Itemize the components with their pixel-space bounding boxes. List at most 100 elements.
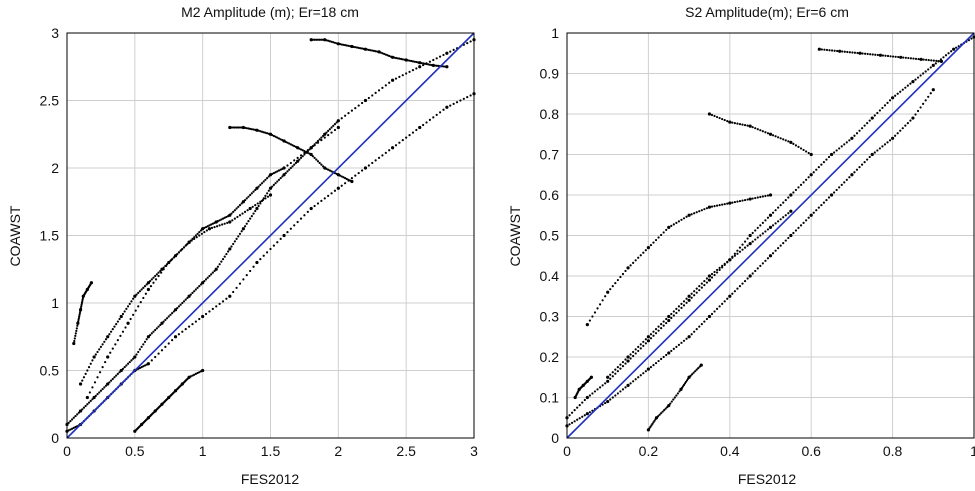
- data-point: [235, 207, 238, 210]
- data-point: [637, 349, 640, 353]
- data-point: [264, 197, 267, 200]
- data-point: [128, 302, 131, 305]
- data-point: [405, 136, 408, 139]
- data-point: [188, 325, 191, 328]
- data-point: [313, 38, 316, 41]
- data-point: [687, 298, 691, 302]
- data-point: [67, 421, 70, 424]
- data-point: [391, 146, 395, 150]
- x-tick-label: 0: [63, 443, 71, 459]
- y-tick-label: 2.5: [40, 93, 60, 109]
- data-point: [876, 111, 879, 115]
- data-point: [401, 139, 404, 142]
- data-point: [177, 333, 181, 336]
- data-point: [146, 287, 150, 292]
- data-point: [208, 274, 211, 278]
- data-point: [201, 314, 205, 319]
- data-point: [296, 159, 300, 163]
- data-point: [827, 196, 831, 199]
- data-point: [670, 400, 673, 403]
- data-point: [687, 213, 691, 217]
- data-point: [794, 188, 798, 192]
- data-point: [266, 192, 269, 195]
- data-point: [707, 314, 712, 319]
- data-point: [869, 53, 872, 56]
- x-axis-label: FES2012: [738, 471, 797, 487]
- data-point: [914, 57, 918, 60]
- data-point: [907, 56, 910, 60]
- data-point: [621, 272, 625, 276]
- data-point: [309, 146, 313, 150]
- data-point: [779, 244, 782, 247]
- data-point: [340, 43, 343, 46]
- data-point: [782, 201, 785, 204]
- data-point: [129, 317, 132, 321]
- data-point: [728, 258, 732, 262]
- data-point: [98, 391, 101, 394]
- data-point: [449, 50, 452, 53]
- data-point: [771, 211, 775, 214]
- data-point: [649, 244, 653, 247]
- data-point: [675, 311, 678, 315]
- data-point: [970, 37, 973, 40]
- data-point: [237, 126, 240, 129]
- data-point: [611, 375, 614, 378]
- data-point: [160, 349, 164, 352]
- data-point: [199, 283, 203, 286]
- data-point: [135, 353, 138, 356]
- data-point: [886, 54, 890, 58]
- data-point: [81, 300, 84, 303]
- data-point: [227, 250, 230, 253]
- data-point: [284, 171, 287, 175]
- data-point: [381, 86, 384, 89]
- data-point: [145, 283, 148, 286]
- data-point: [619, 363, 622, 366]
- data-point: [164, 345, 167, 348]
- data-point: [384, 53, 387, 56]
- data-point: [84, 372, 87, 375]
- data-point: [106, 382, 110, 386]
- data-point: [254, 188, 257, 192]
- data-point: [320, 139, 323, 142]
- data-point: [705, 207, 709, 210]
- data-point: [866, 158, 869, 161]
- data-point: [196, 232, 199, 235]
- data-point: [118, 371, 121, 374]
- data-point: [186, 296, 189, 300]
- data-point: [799, 147, 803, 150]
- data-point: [904, 56, 907, 59]
- data-point: [700, 322, 703, 326]
- data-point: [299, 148, 303, 151]
- data-point: [357, 104, 360, 107]
- data-point: [442, 65, 445, 68]
- data-point: [323, 197, 326, 200]
- data-point: [672, 310, 675, 313]
- data-point: [237, 235, 240, 238]
- data-point: [130, 359, 133, 362]
- data-point: [75, 329, 78, 332]
- data-point: [931, 88, 935, 92]
- data-point: [189, 293, 192, 296]
- data-point: [89, 399, 92, 402]
- data-point: [914, 78, 917, 81]
- y-tick-label: 0.5: [40, 363, 60, 379]
- data-point: [743, 198, 747, 202]
- data-point: [598, 386, 602, 389]
- data-point: [848, 51, 851, 54]
- data-point: [764, 194, 767, 198]
- data-point: [81, 298, 84, 301]
- data-point: [388, 54, 391, 58]
- data-point: [733, 252, 736, 255]
- data-point: [288, 142, 291, 145]
- data-point: [330, 131, 333, 134]
- data-point: [812, 211, 815, 214]
- data-point: [703, 208, 706, 211]
- data-point: [894, 55, 897, 58]
- data-point: [72, 341, 76, 346]
- data-point: [299, 156, 303, 159]
- data-point: [693, 294, 696, 297]
- data-point: [642, 372, 645, 375]
- data-point: [196, 371, 199, 375]
- data-point: [682, 339, 686, 342]
